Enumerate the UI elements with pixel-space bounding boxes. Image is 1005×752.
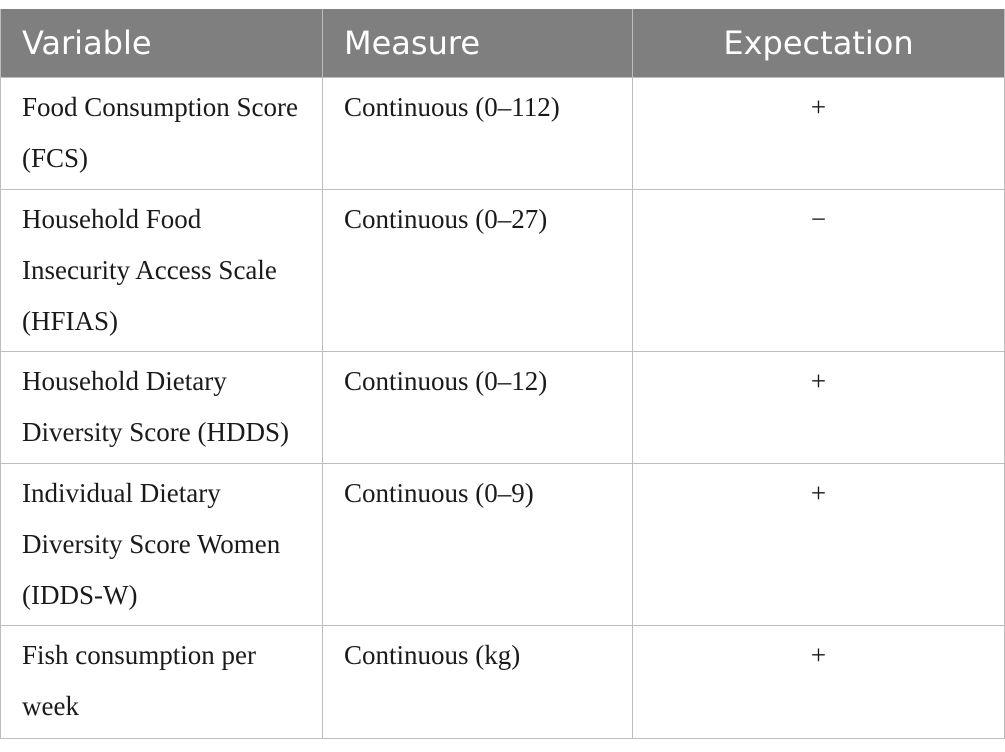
variable-text: Individual Dietary Diversity Score Women…: [22, 478, 281, 610]
cell-expectation: +: [632, 463, 1005, 626]
table-row: Individual Dietary Diversity Score Women…: [0, 463, 1005, 626]
variables-table-container: Variable Measure Expectation Food Consum…: [0, 9, 1005, 739]
cell-expectation: +: [632, 625, 1005, 739]
cell-measure: Continuous (0–12): [322, 351, 633, 464]
table-row: Fish consumption per week Continuous (kg…: [0, 625, 1005, 739]
cell-variable: Household Dietary Diversity Score (HDDS): [0, 351, 323, 464]
table-row: Food Consumption Score (FCS) Continuous …: [0, 77, 1005, 190]
table-header-row: Variable Measure Expectation: [0, 9, 1005, 78]
measure-text: Continuous (0–27): [344, 204, 548, 234]
variable-text: Household Dietary Diversity Score (HDDS): [22, 366, 289, 447]
variable-text: Fish consumption per week: [22, 640, 256, 721]
cell-expectation: +: [632, 351, 1005, 464]
expectation-text: +: [810, 478, 827, 508]
expectation-text: +: [810, 366, 827, 396]
cell-variable: Individual Dietary Diversity Score Women…: [0, 463, 323, 626]
variable-text: Household Food Insecurity Access Scale (…: [22, 204, 277, 336]
variables-table: Variable Measure Expectation Food Consum…: [0, 9, 1005, 739]
header-expectation: Expectation: [632, 9, 1005, 78]
cell-measure: Continuous (0–112): [322, 77, 633, 190]
cell-expectation: +: [632, 77, 1005, 190]
expectation-text: +: [810, 92, 827, 122]
measure-text: Continuous (kg): [344, 640, 521, 670]
cell-measure: Continuous (0–27): [322, 189, 633, 352]
measure-text: Continuous (0–112): [344, 92, 560, 122]
expectation-text: +: [810, 640, 827, 670]
table-row: Household Dietary Diversity Score (HDDS)…: [0, 351, 1005, 464]
expectation-text: −: [810, 204, 827, 234]
variable-text: Food Consumption Score (FCS): [22, 92, 299, 173]
measure-text: Continuous (0–9): [344, 478, 534, 508]
measure-text: Continuous (0–12): [344, 366, 548, 396]
cell-measure: Continuous (0–9): [322, 463, 633, 626]
cell-measure: Continuous (kg): [322, 625, 633, 739]
cell-expectation: −: [632, 189, 1005, 352]
header-variable: Variable: [0, 9, 323, 78]
header-measure: Measure: [322, 9, 633, 78]
cell-variable: Food Consumption Score (FCS): [0, 77, 323, 190]
cell-variable: Household Food Insecurity Access Scale (…: [0, 189, 323, 352]
cell-variable: Fish consumption per week: [0, 625, 323, 739]
table-row: Household Food Insecurity Access Scale (…: [0, 189, 1005, 352]
